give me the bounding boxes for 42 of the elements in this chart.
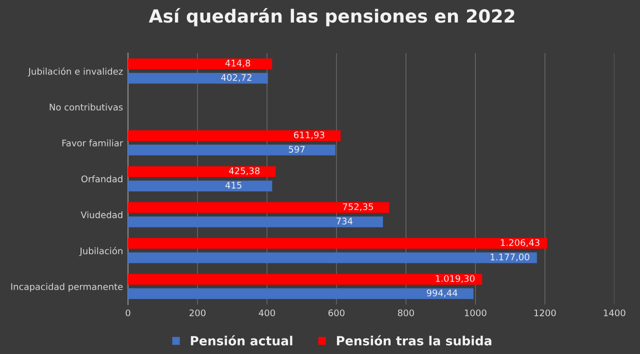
data-label: 734: [336, 218, 353, 224]
data-label: 1.177,00: [490, 254, 530, 262]
x-tick-label: 0: [126, 309, 130, 316]
y-tick-label: Orfandad: [81, 175, 122, 182]
bar: [128, 288, 474, 300]
y-tick-label: No contributivas: [50, 104, 123, 111]
y-tick-label: Favor familiar: [62, 139, 124, 146]
data-label: 402,72: [221, 74, 252, 82]
bar: [128, 252, 537, 264]
data-label: 752,35: [342, 203, 373, 212]
bar: [128, 72, 268, 84]
bar: [128, 238, 548, 249]
data-label: 1.206,43: [500, 239, 540, 247]
legend-label: Pensión actual: [190, 335, 292, 346]
bar: [128, 202, 390, 213]
y-tick-label: Jubilación e invalidez: [28, 67, 123, 76]
x-tick-label: 400: [258, 309, 275, 316]
chart-title: Así quedarán las pensiones en 2022: [148, 8, 514, 26]
data-label: 994,44: [426, 289, 458, 298]
bar: [128, 180, 272, 192]
y-tick-label: Incapacidad permanente: [11, 283, 123, 292]
bar: [128, 166, 276, 177]
data-label: 414,8: [225, 60, 250, 68]
data-label: 425,38: [229, 167, 260, 176]
data-label: 415: [225, 182, 242, 189]
bar: [128, 130, 341, 142]
x-tick-label: 800: [398, 309, 414, 316]
x-tick-label: 1000: [464, 309, 486, 316]
bar: [128, 274, 482, 285]
data-label: 597: [288, 146, 305, 153]
bar: [128, 216, 384, 228]
y-tick-label: Jubilación: [79, 246, 122, 256]
legend-label: Pensión tras la subida: [336, 335, 492, 346]
x-tick-label: 1200: [534, 309, 556, 316]
x-tick-label: 600: [328, 309, 344, 316]
bar: [128, 144, 336, 156]
bar: [128, 58, 272, 70]
data-label: 1.019,30: [436, 275, 475, 283]
x-tick-label: 1400: [604, 309, 626, 316]
data-label: 611,93: [294, 131, 324, 140]
y-tick-label: Viudedad: [80, 211, 122, 218]
x-tick-label: 200: [190, 309, 206, 316]
